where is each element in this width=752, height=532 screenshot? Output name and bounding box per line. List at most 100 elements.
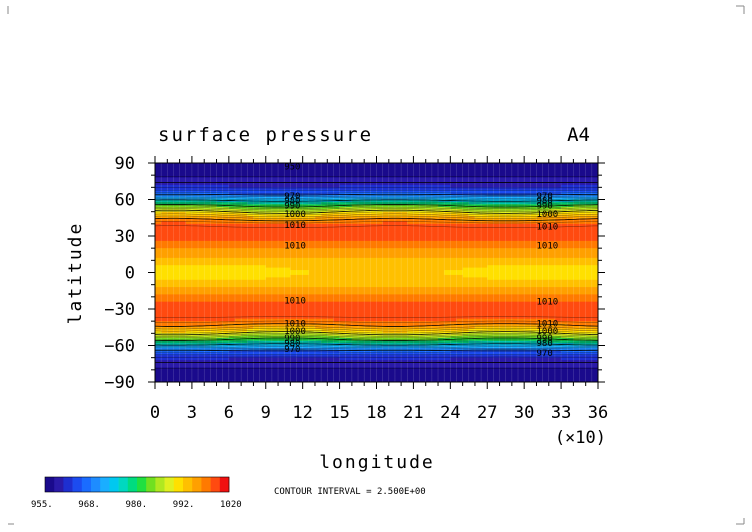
field-cell bbox=[561, 265, 568, 269]
field-cell bbox=[265, 296, 273, 300]
field-cell bbox=[265, 223, 273, 227]
field-cell bbox=[253, 209, 261, 213]
field-cell bbox=[511, 204, 519, 208]
field-cell bbox=[339, 326, 347, 330]
field-cell bbox=[185, 255, 193, 259]
field-cell bbox=[444, 279, 451, 283]
field-cell bbox=[493, 294, 501, 298]
field-cell bbox=[234, 267, 242, 271]
field-cell bbox=[548, 192, 556, 196]
field-cell bbox=[216, 204, 224, 208]
field-cell bbox=[247, 204, 255, 208]
field-cell bbox=[155, 260, 162, 264]
field-cell bbox=[198, 309, 205, 313]
field-cell bbox=[271, 240, 279, 244]
field-cell bbox=[591, 257, 598, 261]
field-cell bbox=[290, 175, 298, 179]
field-cell bbox=[327, 228, 335, 232]
field-cell bbox=[191, 316, 199, 320]
field-cell bbox=[204, 206, 211, 210]
field-cell bbox=[573, 270, 581, 274]
field-cell bbox=[474, 187, 482, 191]
field-cell bbox=[382, 250, 390, 254]
field-cell bbox=[271, 299, 279, 303]
field-cell bbox=[444, 187, 451, 191]
field-cell bbox=[450, 245, 458, 249]
field-cell bbox=[425, 218, 433, 222]
field-cell bbox=[327, 287, 335, 291]
field-cell bbox=[511, 257, 519, 261]
field-cell bbox=[413, 323, 421, 327]
field-cell bbox=[173, 284, 181, 288]
field-cell bbox=[259, 257, 267, 261]
field-cell bbox=[511, 287, 519, 291]
field-cell bbox=[376, 328, 384, 332]
field-cell bbox=[376, 311, 384, 315]
field-cell bbox=[413, 318, 421, 322]
field-cell bbox=[511, 228, 519, 232]
field-cell bbox=[468, 257, 476, 261]
field-cell bbox=[314, 328, 322, 332]
field-cell bbox=[554, 248, 562, 252]
field-cell bbox=[345, 180, 353, 184]
field-cell bbox=[401, 189, 408, 193]
field-cell bbox=[290, 265, 298, 269]
field-cell bbox=[253, 313, 261, 317]
field-cell bbox=[419, 313, 427, 317]
field-cell bbox=[401, 277, 408, 281]
field-cell bbox=[345, 167, 353, 171]
field-cell bbox=[290, 243, 298, 247]
field-cell bbox=[481, 243, 488, 247]
field-cell bbox=[419, 167, 427, 171]
field-cell bbox=[259, 250, 267, 254]
field-cell bbox=[499, 274, 507, 278]
field-cell bbox=[345, 318, 353, 322]
field-cell bbox=[370, 328, 378, 332]
field-cell bbox=[462, 257, 470, 261]
field-cell bbox=[333, 180, 341, 184]
field-cell bbox=[302, 189, 310, 193]
field-cell bbox=[179, 180, 187, 184]
field-cell bbox=[456, 287, 464, 291]
field-cell bbox=[382, 226, 390, 230]
field-cell bbox=[351, 253, 359, 257]
field-cell bbox=[518, 287, 525, 291]
field-cell bbox=[394, 182, 402, 186]
field-cell bbox=[518, 260, 525, 264]
field-cell bbox=[358, 296, 365, 300]
field-cell bbox=[314, 299, 322, 303]
field-cell bbox=[468, 255, 476, 259]
field-cell bbox=[376, 216, 384, 220]
field-cell bbox=[419, 326, 427, 330]
field-cell bbox=[290, 330, 298, 334]
field-cell bbox=[351, 265, 359, 269]
field-cell bbox=[198, 311, 205, 315]
field-cell bbox=[191, 311, 199, 315]
field-cell bbox=[561, 328, 568, 332]
field-cell bbox=[419, 306, 427, 310]
field-cell bbox=[321, 265, 328, 269]
field-cell bbox=[474, 184, 482, 188]
field-cell bbox=[228, 294, 236, 298]
field-cell bbox=[548, 265, 556, 269]
field-cell bbox=[401, 287, 408, 291]
field-cell bbox=[567, 209, 574, 213]
field-cell bbox=[548, 197, 556, 201]
field-cell bbox=[284, 184, 291, 188]
field-cell bbox=[278, 204, 285, 208]
field-cell bbox=[579, 279, 587, 283]
field-cell bbox=[548, 211, 556, 215]
field-cell bbox=[548, 214, 556, 218]
field-cell bbox=[456, 289, 464, 293]
field-cell bbox=[401, 260, 408, 264]
field-cell bbox=[481, 194, 488, 198]
field-cell bbox=[278, 270, 285, 274]
field-cell bbox=[413, 255, 421, 259]
field-cell bbox=[450, 270, 458, 274]
field-cell bbox=[579, 318, 587, 322]
field-cell bbox=[265, 289, 273, 293]
field-cell bbox=[204, 313, 211, 317]
field-cell bbox=[228, 187, 236, 191]
field-cell bbox=[247, 163, 255, 167]
field-cell bbox=[234, 311, 242, 315]
